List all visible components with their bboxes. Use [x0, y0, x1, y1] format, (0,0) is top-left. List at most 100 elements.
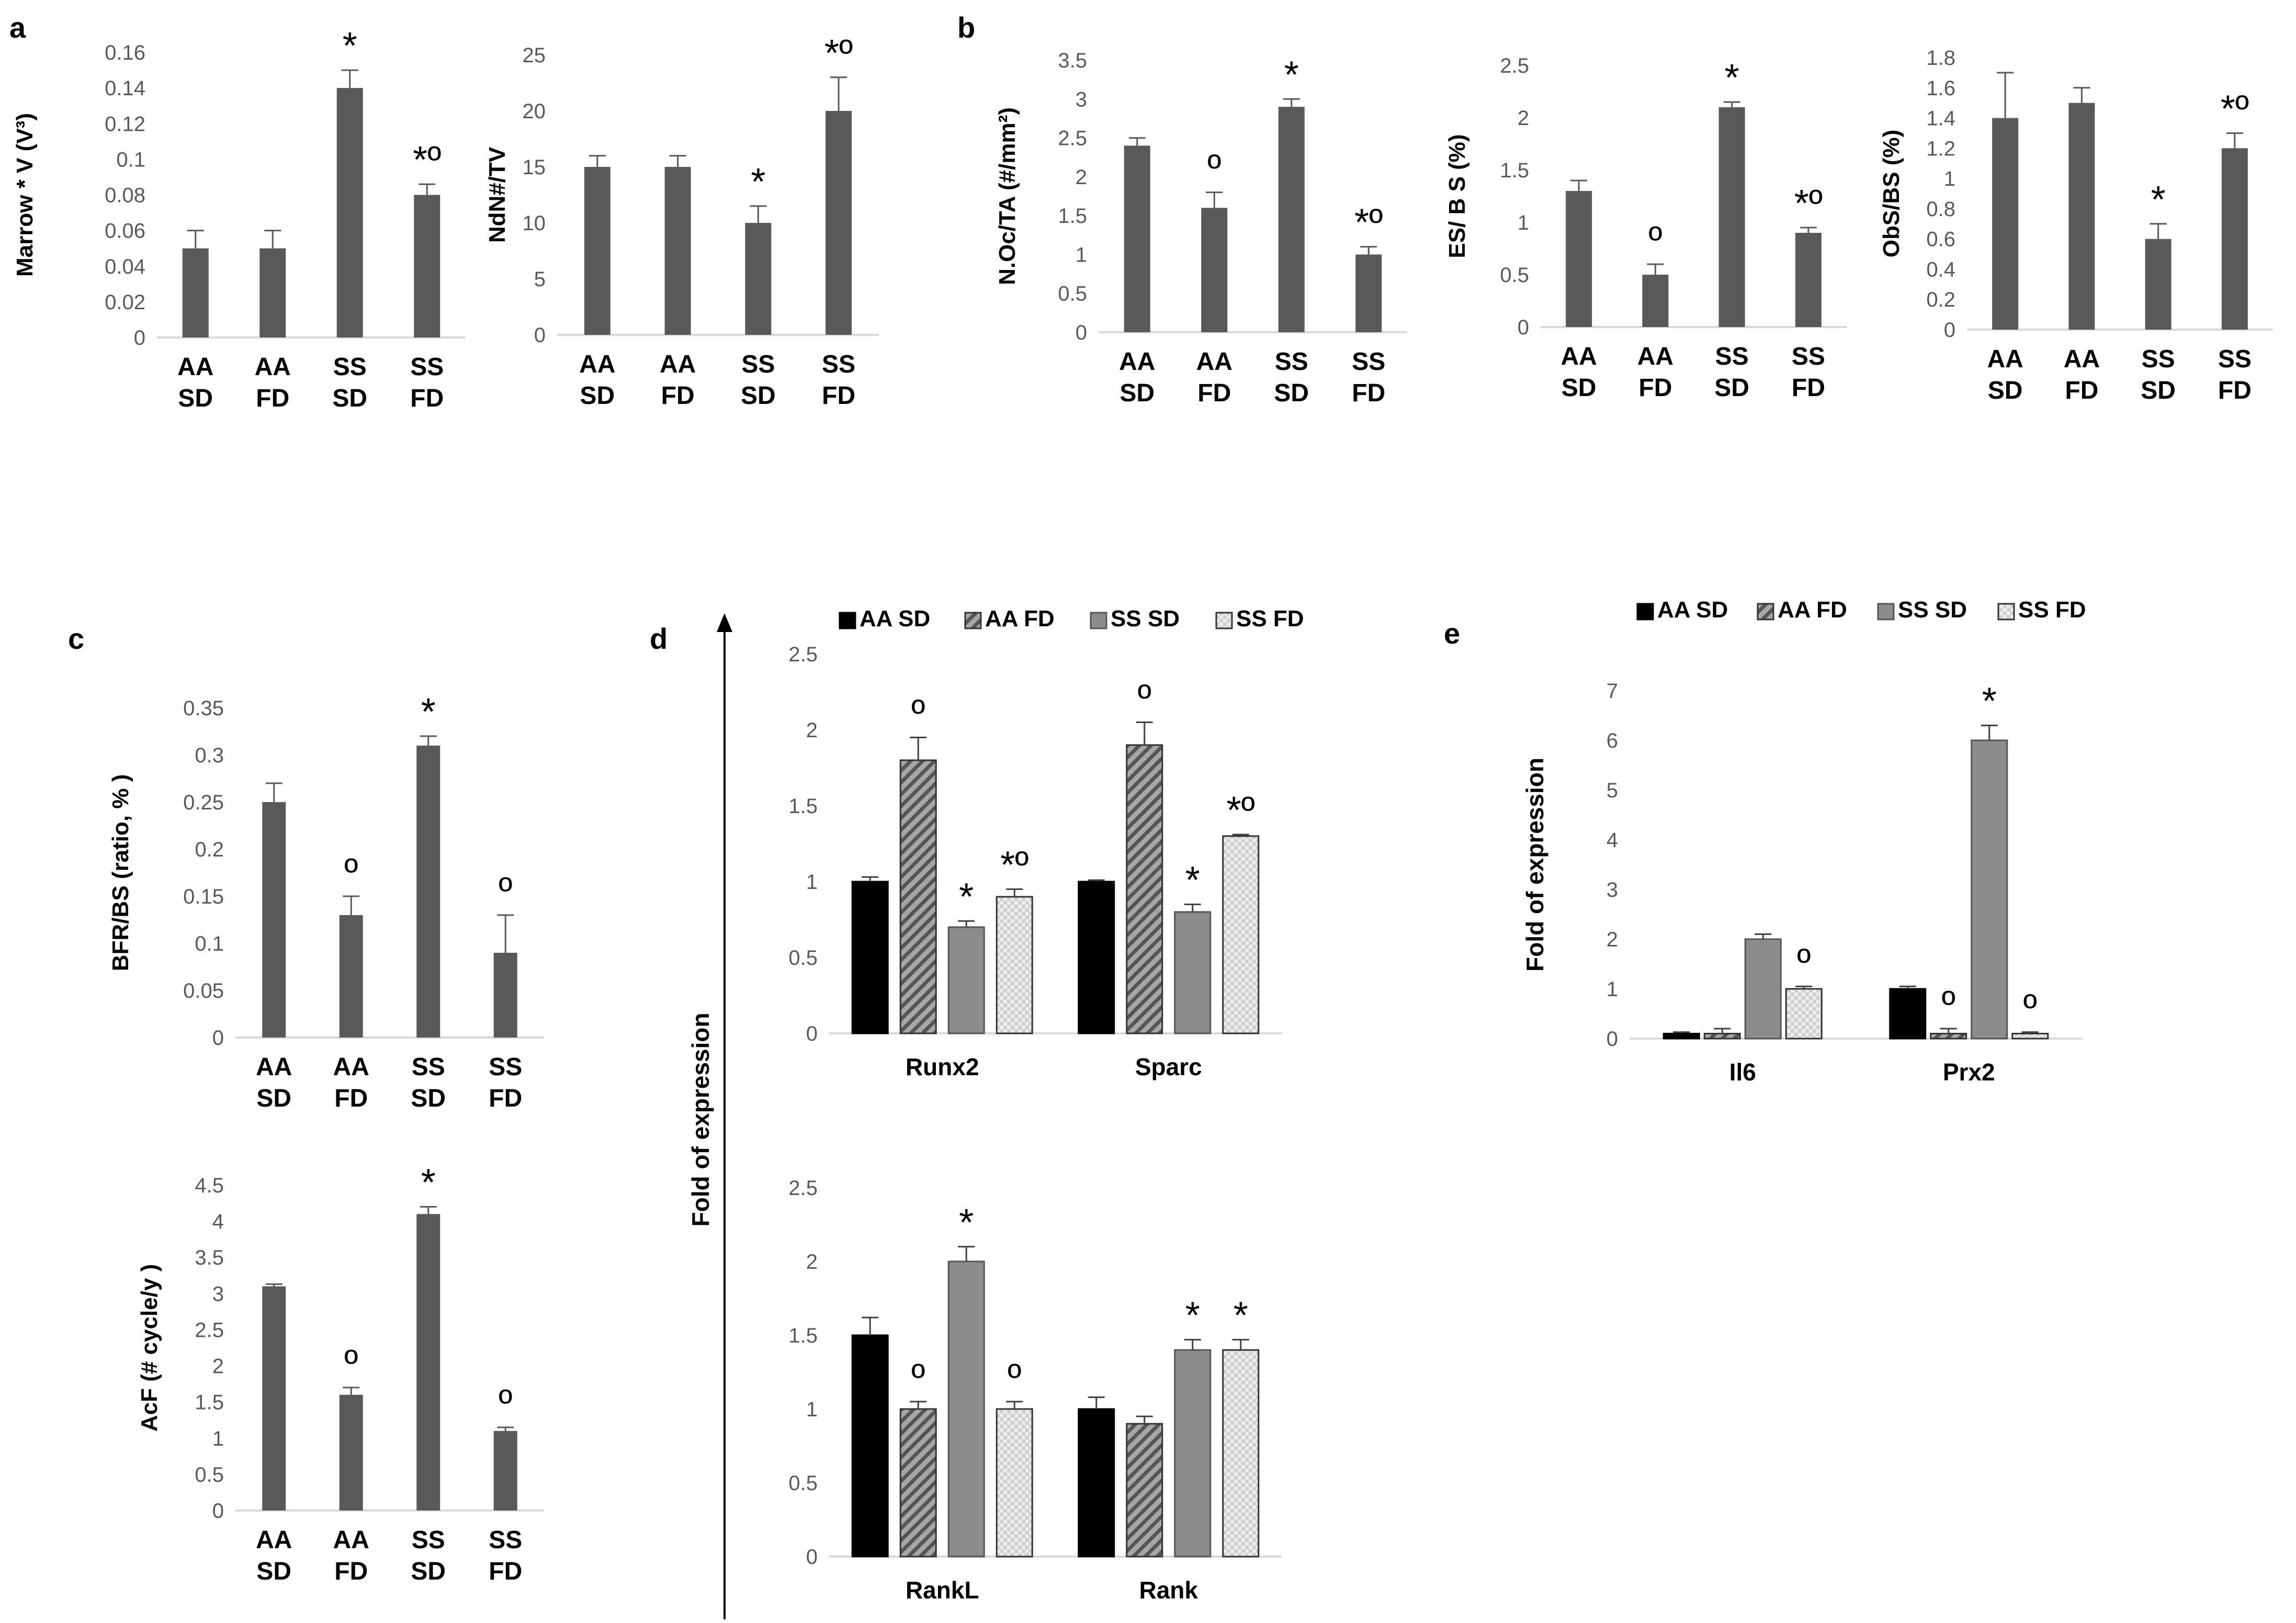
y-axis-label: Fold of expression: [1521, 758, 1548, 972]
significance-mark: º: [2023, 987, 2037, 1029]
bar-ss-sd: [1718, 107, 1745, 327]
chart-c1: 0 0.05 0.1 0.15 0.2 0.25 0.3 0.35 BFR/BS (ratio,…: [108, 691, 544, 1112]
bar-aa-fd: [339, 915, 363, 1038]
bar-ss-sd: [416, 1214, 440, 1511]
x-category-label-line2: SD: [1562, 374, 1597, 402]
legend-label: SS FD: [2018, 597, 2086, 623]
bar-aa-fd-il6: [1703, 1033, 1741, 1040]
y-tick-label: 0: [134, 326, 145, 350]
x-category-label-line2: SD: [178, 385, 213, 412]
y-tick-label: 0.1: [195, 932, 224, 955]
significance-mark: *: [421, 691, 436, 733]
significance-mark: *: [421, 1162, 436, 1203]
y-tick-label: 0: [1607, 1028, 1618, 1051]
x-category-label-line2: FD: [256, 385, 289, 412]
bar-aa-fd: [1201, 208, 1228, 332]
y-tick-label: 1.8: [1926, 47, 1955, 70]
y-axis-label: AcF (# cycle/y ): [137, 1264, 162, 1432]
legend-label: AA FD: [1778, 597, 1847, 623]
y-tick-label: 3: [1076, 88, 1087, 111]
legend-swatch: [1997, 603, 2015, 621]
y-tick-label: 0.15: [183, 885, 224, 908]
x-category-label-line2: SD: [256, 1558, 291, 1585]
y-tick-label: 7: [1607, 680, 1618, 703]
bar-ss-fd: [825, 111, 852, 335]
y-tick-label: 0.02: [105, 291, 145, 314]
bar-ss-fd: [493, 953, 517, 1038]
bar-ss-sd-runx2: [947, 926, 985, 1034]
bar-ss-fd: [2221, 148, 2248, 330]
bar-ss-fd-rankl: [996, 1408, 1033, 1558]
legend-label: SS FD: [1236, 606, 1304, 632]
y-tick-label: 0.12: [105, 112, 145, 136]
panel-label-b: b: [957, 11, 975, 44]
bar-ss-fd-il6: [1785, 988, 1823, 1040]
legend-label: SS SD: [1111, 606, 1180, 632]
x-category-label-line2: FD: [1792, 374, 1825, 402]
x-category-label-line1: SS: [2142, 345, 2175, 373]
chart-a2: 0 5 10 15 20 25 NdN#/TV AA SD AA FD * SS SD *º SS FD: [484, 32, 879, 410]
legend-label: AA SD: [859, 606, 930, 632]
y-tick-label: 0: [1076, 321, 1087, 344]
bar-aa-sd-runx2: [851, 881, 889, 1034]
y-tick-label: 0.06: [105, 220, 145, 243]
panel-label-e: e: [1444, 617, 1460, 650]
x-category-label-line2: FD: [2218, 377, 2252, 404]
bar-aa-sd-prx2: [1889, 988, 1927, 1040]
y-tick-label: 0: [212, 1500, 224, 1523]
y-tick-label: 2: [1076, 166, 1087, 189]
bar-aa-sd: [1992, 118, 2019, 330]
y-tick-label: 6: [1607, 729, 1618, 752]
y-tick-label: 1: [1607, 978, 1618, 1001]
x-category-label-line2: FD: [1638, 374, 1672, 402]
y-tick-label: 2: [1607, 928, 1618, 951]
x-category-label-line1: SS: [2218, 345, 2252, 373]
significance-mark: º: [1797, 941, 1811, 983]
y-tick-label: 15: [523, 156, 546, 179]
y-tick-label: 1.5: [788, 795, 818, 818]
x-category-label: Sparc: [1135, 1053, 1202, 1080]
legend-label: SS SD: [1898, 597, 1967, 623]
bar-aa-sd: [262, 1286, 286, 1511]
y-tick-label: 0.16: [105, 41, 145, 64]
x-category-label: Rank: [1139, 1576, 1198, 1604]
x-category-label-line2: FD: [1352, 379, 1385, 407]
legend-swatch: [1757, 603, 1774, 621]
y-tick-label: 1.4: [1926, 107, 1955, 130]
significance-mark: º: [344, 851, 358, 893]
y-tick-label: 3: [1607, 878, 1618, 901]
bar-ss-sd-rank: [1174, 1349, 1212, 1558]
x-category-label-line1: AA: [333, 1526, 369, 1554]
bar-ss-fd: [493, 1430, 517, 1511]
y-tick-label: 0.5: [1058, 283, 1087, 306]
x-category-label-line2: FD: [1197, 379, 1231, 407]
bar-ss-sd-prx2: [1971, 739, 2008, 1040]
y-tick-label: 2: [806, 1250, 818, 1273]
y-tick-label: 2: [212, 1355, 224, 1378]
x-category-label: Runx2: [906, 1053, 979, 1080]
y-tick-label: 1: [212, 1427, 224, 1450]
y-tick-label: 5: [534, 268, 546, 291]
x-category-label-line2: SD: [741, 382, 776, 410]
significance-mark: *: [1185, 1294, 1200, 1336]
y-tick-label: 1: [806, 871, 818, 894]
legend-label: AA SD: [1657, 597, 1728, 623]
x-category-label-line2: SD: [411, 1558, 446, 1585]
x-category-label-line2: SD: [411, 1085, 446, 1112]
x-category-label-line2: SD: [1988, 377, 2023, 404]
y-tick-label: 2.5: [788, 643, 818, 666]
x-category-label-line1: AA: [1637, 343, 1673, 370]
y-tick-label: 2.5: [195, 1318, 224, 1342]
y-tick-label: 3.5: [1058, 49, 1087, 72]
bar-aa-fd-prx2: [1930, 1033, 1967, 1040]
significance-mark: *: [1982, 681, 1997, 723]
y-tick-label: 2: [806, 719, 818, 742]
y-tick-label: 0.5: [195, 1463, 224, 1486]
bar-ss-fd: [1795, 233, 1822, 327]
chart-e1: 0 1 2 3 4 5 6 7 Fold of expression º Il6 º * º Prx2 AA …: [1521, 597, 2086, 1086]
y-tick-label: 0.05: [183, 979, 224, 1002]
significance-mark: *º: [1794, 183, 1823, 224]
x-category-label-line1: AA: [177, 353, 213, 381]
significance-mark: *: [2151, 179, 2166, 221]
